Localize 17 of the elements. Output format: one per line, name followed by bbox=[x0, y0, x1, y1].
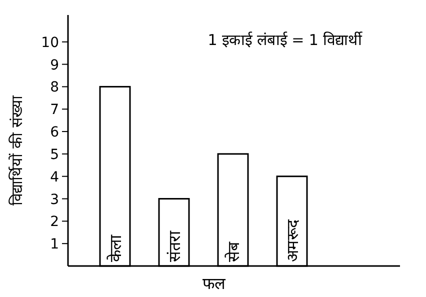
x-tick-label: संतरा bbox=[165, 230, 184, 262]
x-axis-title: फल bbox=[202, 274, 226, 293]
y-tick-label: 1 bbox=[50, 236, 59, 253]
y-tick-label: 5 bbox=[50, 146, 59, 163]
y-tick-label: 8 bbox=[50, 80, 59, 96]
x-tick-label: अमरूद bbox=[283, 219, 302, 262]
y-axis-title: विद्यार्थियों की संख्या bbox=[8, 94, 26, 206]
x-tick-label: केला bbox=[106, 234, 125, 262]
y-tick-label: 7 bbox=[50, 102, 59, 118]
y-tick-label: 3 bbox=[50, 192, 59, 208]
x-tick-label: सेब bbox=[224, 241, 243, 262]
annotation: 1 इकाई लंबाई = 1 विद्यार्थी bbox=[208, 31, 364, 49]
y-tick-label: 6 bbox=[50, 124, 60, 141]
y-tick-label: 2 bbox=[50, 214, 59, 230]
y-tick-label: 4 bbox=[50, 169, 60, 186]
y-tick-label: 9 bbox=[50, 57, 59, 74]
y-tick-label: 10 bbox=[41, 34, 59, 51]
